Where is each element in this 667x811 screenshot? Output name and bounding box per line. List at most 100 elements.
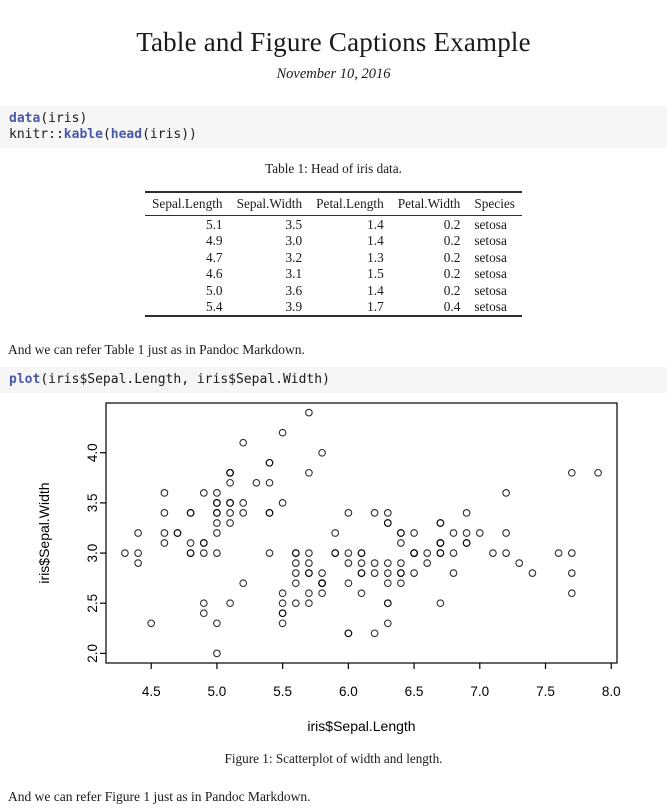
- scatter-point: [449, 529, 458, 537]
- scatter-point: [357, 569, 366, 577]
- scatter-point: [436, 539, 445, 547]
- code-token: knitr::: [9, 127, 64, 142]
- table-caption: Table 1: Head of iris data.: [265, 161, 402, 176]
- code-token-function: data: [9, 111, 41, 126]
- code-token-function: plot: [9, 372, 41, 387]
- table-cell: 4.9: [205, 233, 223, 248]
- table-cell: 3.5: [285, 216, 303, 232]
- table-cell: 0.2: [443, 282, 461, 298]
- scatter-point: [305, 599, 313, 608]
- table-cell: 1.4: [367, 216, 384, 232]
- scatter-point: [344, 549, 353, 557]
- scatter-point: [318, 448, 326, 457]
- scatter-point: [213, 549, 221, 557]
- scatter-point: [436, 519, 445, 527]
- table-row: 4.7 3.2 1.3 0.2 setosa: [145, 249, 522, 266]
- table-cell: setosa: [474, 249, 507, 265]
- scatter-point: [278, 619, 287, 628]
- x-tick-label: 8.0: [602, 684, 621, 699]
- scatter-point: [226, 478, 234, 487]
- scatter-point: [397, 539, 405, 547]
- table-cell: setosa: [474, 233, 507, 248]
- scatter-point: [383, 569, 392, 577]
- scatter-point: [436, 549, 445, 557]
- scatter-point: [199, 539, 208, 547]
- scatter-point: [475, 529, 484, 537]
- scatter-point: [160, 539, 169, 547]
- scatter-point: [383, 519, 392, 527]
- scatter-point: [462, 509, 471, 517]
- scatter-point: [291, 559, 300, 567]
- code-block-plot: plot(iris$Sepal.Length, iris$Sepal.Width…: [0, 367, 667, 393]
- column-header: Species: [474, 196, 515, 211]
- scatter-point: [213, 649, 221, 658]
- scatter-point: [213, 489, 221, 497]
- scatter-point: [239, 499, 248, 507]
- scatter-point: [344, 559, 353, 567]
- document-date: November 10, 2016: [276, 66, 391, 82]
- scatter-point: [213, 619, 221, 628]
- scatter-point: [147, 619, 156, 628]
- table-cell: 5.0: [205, 282, 223, 298]
- scatter-point: [344, 629, 353, 638]
- scatter-point: [199, 609, 208, 618]
- scatter-point: [134, 549, 142, 557]
- scatter-point: [265, 509, 274, 517]
- scatter-point: [567, 569, 576, 577]
- table-row: 4.9 3.0 1.4 0.2 setosa: [145, 233, 522, 250]
- table-cell: setosa: [474, 266, 507, 281]
- scatter-point: [226, 509, 234, 517]
- document-title: Table and Figure Captions Example: [136, 27, 531, 57]
- scatter-point: [305, 569, 313, 577]
- scatter-point: [291, 549, 300, 557]
- scatter-point: [199, 549, 208, 557]
- table-cell: 4.6: [205, 266, 223, 281]
- scatter-point: [383, 559, 392, 567]
- y-tick-label: 3.0: [85, 544, 100, 563]
- table-cell: 1.5: [367, 266, 384, 281]
- scatter-point: [278, 609, 287, 618]
- scatter-point: [265, 478, 274, 487]
- scatter-point: [213, 509, 221, 517]
- scatter-point: [423, 559, 432, 567]
- table-row: 5.4 3.9 1.7 0.4 setosa: [145, 299, 522, 317]
- scatter-point: [278, 599, 287, 608]
- scatter-point: [370, 559, 379, 567]
- scatter-point: [567, 549, 576, 557]
- table-header-row: Sepal.Length Sepal.Width Petal.Length Petal…: [145, 192, 522, 216]
- plot-box: [105, 402, 618, 664]
- scatter-point: [226, 599, 234, 608]
- scatter-point: [186, 509, 195, 517]
- scatter-point: [515, 559, 524, 567]
- code-block-data-kable: data(iris) knitr::kable(head(iris)): [0, 106, 667, 148]
- scatter-point: [291, 579, 300, 588]
- scatterplot-svg: 4.5 5.0 5.5 6.0 6.5 7.0 7.5 8.0 2.0 2.5 3.0 3.5 4.0 i…: [36, 402, 621, 734]
- scatter-point: [594, 468, 602, 477]
- scatter-point: [423, 549, 432, 557]
- table-cell: setosa: [474, 216, 507, 232]
- code-token: (iris)): [142, 127, 197, 142]
- scatter-point: [397, 559, 405, 567]
- scatter-point: [134, 559, 142, 567]
- scatter-point: [186, 539, 195, 547]
- scatter-point: [554, 549, 563, 557]
- code-token-function: kable: [63, 127, 103, 142]
- scatter-point: [305, 408, 313, 417]
- x-tick-label: 4.5: [142, 684, 161, 699]
- y-tick-label: 2.5: [85, 594, 100, 613]
- scatter-point: [226, 499, 234, 507]
- scatter-point: [160, 529, 169, 537]
- scatter-point: [449, 569, 458, 577]
- column-header: Sepal.Length: [152, 196, 223, 211]
- scatter-point: [502, 489, 510, 497]
- x-axis-title: iris$Sepal.Length: [307, 718, 415, 734]
- scatter-point: [567, 468, 576, 477]
- x-tick-label: 7.0: [470, 684, 489, 699]
- scatter-point: [383, 509, 392, 517]
- iris-head-table: Sepal.Length Sepal.Width Petal.Length Petal…: [145, 191, 522, 317]
- table-cell: setosa: [474, 282, 507, 298]
- scatter-point: [331, 529, 340, 537]
- scatter-point: [449, 549, 458, 557]
- scatter-point: [186, 549, 195, 557]
